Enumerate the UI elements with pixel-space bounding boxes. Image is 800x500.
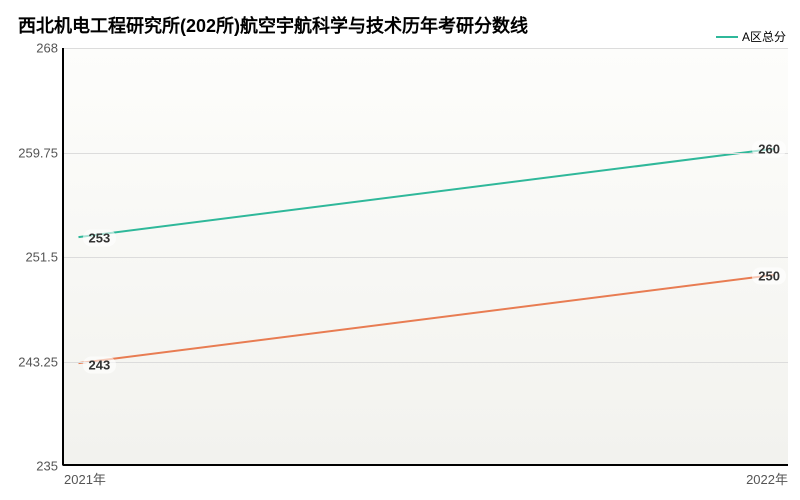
y-tick-label: 251.5 bbox=[8, 250, 58, 265]
y-tick-label: 235 bbox=[8, 459, 58, 474]
gridline bbox=[64, 257, 788, 258]
x-tick-label: 2021年 bbox=[64, 469, 106, 488]
legend-item-a: A区总分 bbox=[716, 28, 786, 45]
y-tick-label: 259.75 bbox=[8, 145, 58, 160]
legend-label-a: A区总分 bbox=[742, 28, 786, 45]
y-tick-label: 243.25 bbox=[8, 354, 58, 369]
series-line bbox=[78, 275, 773, 363]
plot-area: 235243.25251.5259.752682021年2022年2532602… bbox=[62, 48, 788, 466]
chart-title: 西北机电工程研究所(202所)航空宇航科学与技术历年考研分数线 bbox=[18, 12, 528, 38]
data-label: 253 bbox=[83, 230, 117, 247]
data-label: 260 bbox=[752, 141, 786, 158]
series-line bbox=[78, 149, 773, 237]
data-label: 250 bbox=[752, 268, 786, 285]
y-tick-label: 268 bbox=[8, 41, 58, 56]
legend-swatch-a bbox=[716, 36, 738, 38]
gridline bbox=[64, 48, 788, 49]
gridline bbox=[64, 153, 788, 154]
line-layer bbox=[64, 48, 788, 464]
line-chart: 西北机电工程研究所(202所)航空宇航科学与技术历年考研分数线 A区总分 B区总… bbox=[0, 0, 800, 500]
data-label: 243 bbox=[83, 356, 117, 373]
gridline bbox=[64, 362, 788, 363]
x-tick-label: 2022年 bbox=[746, 469, 788, 488]
